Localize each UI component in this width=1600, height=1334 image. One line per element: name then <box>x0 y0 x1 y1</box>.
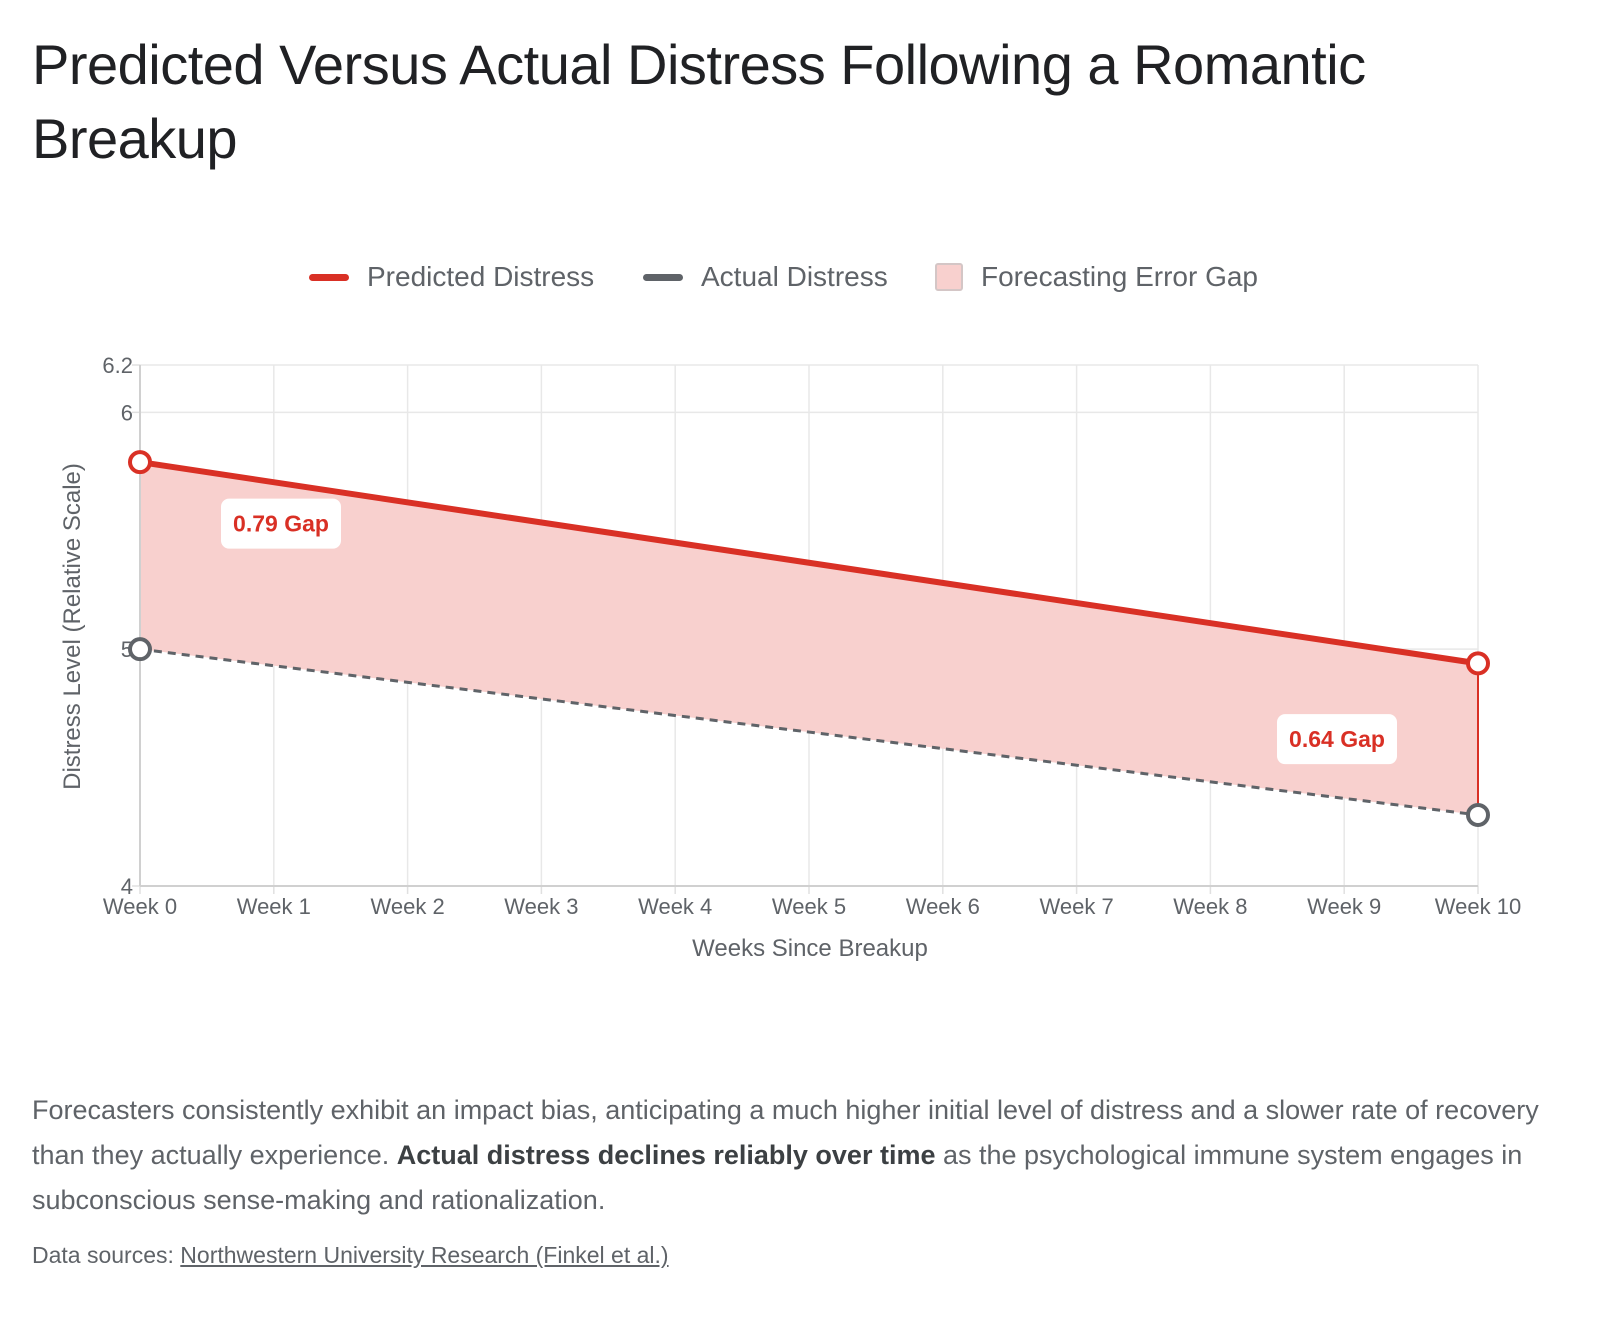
chart-legend: Predicted Distress Actual Distress Forec… <box>0 255 1600 299</box>
x-tick-label: Week 1 <box>237 894 311 919</box>
legend-label-predicted: Predicted Distress <box>367 261 595 292</box>
actual-distress-line <box>139 647 1479 817</box>
y-tick-label: 6.2 <box>102 353 133 378</box>
gap-area-swatch <box>935 263 963 291</box>
sources-label: Data sources: <box>32 1242 181 1268</box>
legend-label-gap: Forecasting Error Gap <box>981 261 1258 292</box>
annotation-layer: 0.79 Gap 0.64 Gap <box>221 498 1397 765</box>
predicted-distress-line <box>137 459 1481 667</box>
x-tick-label: Week 2 <box>371 894 445 919</box>
x-tick-label: Week 0 <box>103 894 177 919</box>
chart-description: Forecasters consistently exhibit an impa… <box>32 1088 1562 1223</box>
x-tick-label: Week 8 <box>1173 894 1247 919</box>
legend-item-actual[interactable]: Actual Distress <box>643 255 888 299</box>
x-tick-label: Week 10 <box>1435 894 1521 919</box>
description-text-1: Forecasters consistently exhibit an impa… <box>32 1095 1539 1170</box>
y-tick-label: 4 <box>121 874 133 899</box>
legend-label-actual: Actual Distress <box>701 261 888 292</box>
legend-item-predicted[interactable]: Predicted Distress <box>309 255 594 299</box>
axes: Week 0 Week 1 Week 2 Week 3 Week 4 Week 5 Week… <box>59 353 1521 962</box>
line-chart: Week 0 Week 1 Week 2 Week 3 Week 4 Week 5 Week… <box>59 353 1521 962</box>
y-tick-label: 6 <box>121 400 133 425</box>
gap-label-box <box>1277 714 1397 765</box>
predicted-distress-point <box>1466 651 1490 676</box>
forecasting-error-gap-area <box>140 462 1478 815</box>
predicted-line-swatch <box>309 273 349 281</box>
x-tick-label: Week 9 <box>1307 894 1381 919</box>
description-text-2: as the psychological immune system engag… <box>32 1140 1523 1215</box>
y-axis-title: Distress Level (Relative Scale) <box>59 463 86 790</box>
sources-link[interactable]: Northwestern University Research (Finkel… <box>180 1242 669 1268</box>
gap-label: 0.64 Gap <box>1289 726 1385 752</box>
actual-distress-point <box>128 637 152 662</box>
gap-label-box <box>221 498 341 549</box>
x-tick-label: Week 7 <box>1040 894 1114 919</box>
gap-label: 0.79 Gap <box>233 511 329 537</box>
description-highlight: Actual distress declines reliably over t… <box>396 1140 936 1170</box>
actual-line-swatch <box>643 273 683 281</box>
chart-title: Predicted Versus Actual Distress Followi… <box>32 33 1366 170</box>
predicted-distress-point <box>128 450 152 475</box>
actual-distress-point <box>1466 802 1490 827</box>
legend-item-gap[interactable]: Forecasting Error Gap <box>935 255 1258 299</box>
x-tick-label: Week 5 <box>772 894 846 919</box>
series-layer <box>128 450 1490 827</box>
x-tick-label: Week 4 <box>638 894 712 919</box>
x-tick-label: Week 3 <box>504 894 578 919</box>
x-axis-title: Weeks Since Breakup <box>692 935 928 962</box>
data-sources: Data sources: Northwestern University Re… <box>32 1242 669 1269</box>
x-tick-label: Week 6 <box>906 894 980 919</box>
